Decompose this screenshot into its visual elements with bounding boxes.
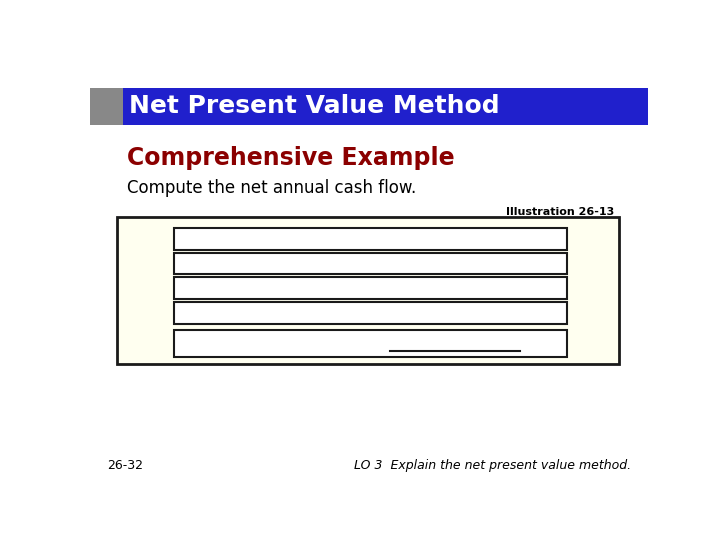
Bar — [174, 302, 567, 323]
Bar — [174, 278, 567, 299]
Bar — [174, 253, 567, 274]
Bar — [174, 228, 567, 249]
Text: Illustration 26-13: Illustration 26-13 — [505, 207, 614, 217]
Bar — [174, 330, 567, 357]
Bar — [90, 88, 648, 125]
Text: Compute the net annual cash flow.: Compute the net annual cash flow. — [127, 179, 416, 197]
Text: 26-32: 26-32 — [107, 458, 143, 472]
Bar — [90, 88, 122, 125]
Text: LO 3  Explain the net present value method.: LO 3 Explain the net present value metho… — [354, 458, 631, 472]
Bar — [117, 217, 619, 363]
Text: Net Present Value Method: Net Present Value Method — [129, 94, 500, 118]
Text: Comprehensive Example: Comprehensive Example — [127, 146, 455, 170]
